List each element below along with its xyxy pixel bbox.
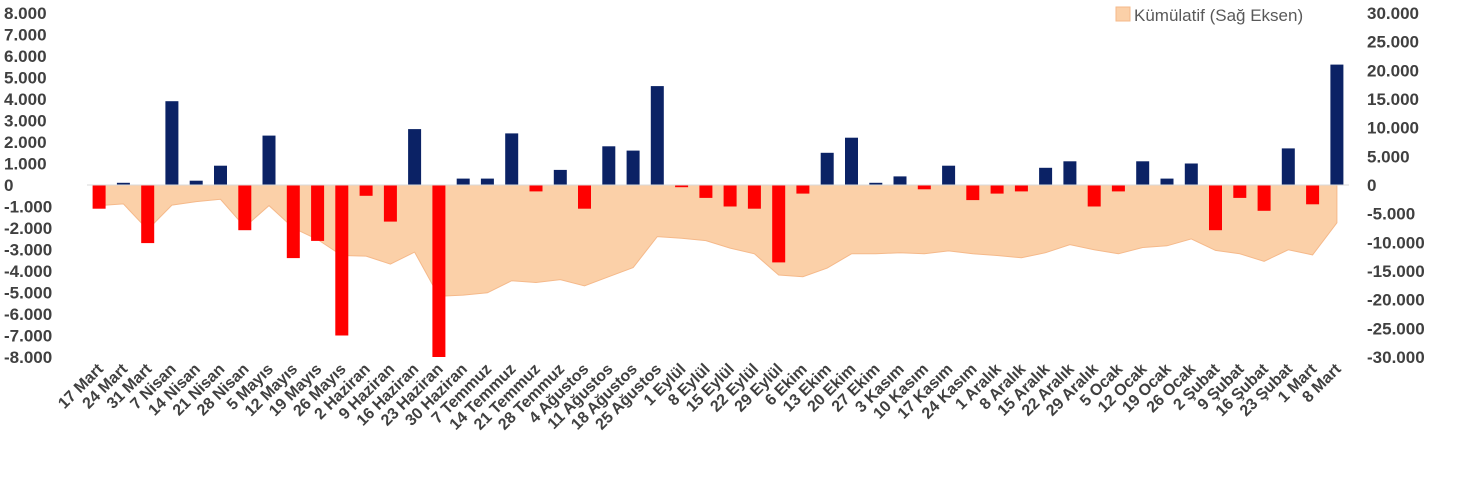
bar-36 — [942, 165, 956, 185]
left-tick-label: -3.000 — [4, 241, 52, 260]
left-tick-label: 2.000 — [4, 133, 47, 152]
bar-11 — [335, 185, 349, 336]
bar-50 — [1281, 148, 1295, 185]
bar-12 — [359, 185, 373, 196]
left-tick-label: 0 — [4, 176, 13, 195]
right-tick-label: -10.000 — [1367, 233, 1425, 252]
bar-4 — [165, 101, 179, 185]
bar-26 — [699, 185, 713, 198]
right-tick-label: 10.000 — [1367, 119, 1419, 138]
bar-28 — [747, 185, 761, 209]
bar-45 — [1160, 178, 1174, 185]
right-axis: 30.000 25.000 20.000 15.000 10.000 5.000 0 -5.0… — [1367, 4, 1425, 367]
bar-17 — [480, 178, 494, 185]
bar-21 — [578, 185, 591, 209]
right-tick-label: 15.000 — [1367, 90, 1419, 109]
cumulative-area-layer — [98, 184, 1338, 297]
bar-30 — [796, 185, 810, 194]
bar-39 — [1014, 185, 1028, 192]
weekly-bars-layer — [87, 64, 1349, 357]
right-tick-label: 5.000 — [1367, 147, 1410, 166]
legend-swatch — [1115, 6, 1131, 22]
bar-2 — [116, 182, 130, 185]
bar-5 — [189, 180, 203, 185]
left-tick-label: 6.000 — [4, 47, 47, 66]
legend-label: Kümülatif (Sağ Eksen) — [1134, 6, 1303, 25]
bar-1 — [92, 185, 106, 209]
bar-3 — [141, 185, 155, 244]
bar-44 — [1136, 161, 1150, 185]
bar-25 — [675, 185, 689, 188]
left-axis: 8.000 7.000 6.000 5.000 4.000 3.000 2.000 1.000… — [4, 4, 52, 367]
left-tick-label: -8.000 — [4, 348, 52, 367]
bar-15 — [432, 185, 446, 357]
bar-10 — [311, 185, 325, 241]
bar-43 — [1111, 185, 1125, 192]
bar-18 — [505, 133, 519, 185]
right-tick-label: -5.000 — [1367, 205, 1415, 224]
bar-46 — [1184, 163, 1198, 185]
left-tick-label: -1.000 — [4, 198, 52, 217]
bar-22 — [602, 146, 616, 185]
right-tick-label: 20.000 — [1367, 61, 1419, 80]
cumulative-area — [98, 184, 1338, 297]
bar-13 — [383, 185, 397, 222]
left-tick-label: -4.000 — [4, 262, 52, 281]
bar-23 — [626, 150, 640, 185]
bar-48 — [1233, 185, 1247, 198]
bar-34 — [893, 176, 907, 185]
right-tick-label: 25.000 — [1367, 33, 1419, 52]
bar-51 — [1306, 185, 1320, 205]
bar-37 — [966, 185, 980, 201]
bar-19 — [529, 185, 543, 192]
left-tick-label: 7.000 — [4, 26, 47, 45]
bar-52 — [1330, 64, 1344, 185]
left-tick-label: 8.000 — [4, 4, 47, 23]
bar-8 — [262, 135, 276, 185]
bar-24 — [650, 86, 664, 185]
bar-31 — [820, 152, 834, 186]
bar-49 — [1257, 185, 1271, 211]
left-tick-label: 3.000 — [4, 112, 47, 131]
bar-27 — [723, 185, 737, 207]
bar-29 — [772, 185, 786, 263]
bar-6 — [214, 165, 227, 185]
right-tick-label: 0 — [1367, 176, 1376, 195]
right-tick-label: -20.000 — [1367, 291, 1425, 310]
bar-20 — [553, 169, 567, 185]
left-tick-label: 4.000 — [4, 90, 47, 109]
legend: Kümülatif (Sağ Eksen) — [1115, 6, 1303, 25]
bar-32 — [845, 137, 858, 185]
bar-47 — [1209, 185, 1222, 231]
right-tick-label: -30.000 — [1367, 348, 1425, 367]
bar-40 — [1039, 167, 1053, 185]
left-tick-label: 1.000 — [4, 155, 47, 174]
left-tick-label: 5.000 — [4, 69, 47, 88]
bar-14 — [408, 129, 422, 185]
bar-35 — [917, 185, 931, 190]
right-tick-label: -15.000 — [1367, 262, 1425, 281]
left-tick-label: -7.000 — [4, 327, 52, 346]
left-tick-label: -6.000 — [4, 305, 52, 324]
right-tick-label: 30.000 — [1367, 4, 1419, 23]
bar-42 — [1087, 185, 1101, 207]
bar-16 — [456, 178, 470, 185]
left-tick-label: -5.000 — [4, 284, 52, 303]
bar-33 — [869, 182, 883, 185]
bar-41 — [1063, 161, 1077, 185]
bar-9 — [286, 185, 300, 259]
bar-38 — [990, 185, 1004, 194]
right-tick-label: -25.000 — [1367, 319, 1425, 338]
left-tick-label: -2.000 — [4, 219, 52, 238]
bar-7 — [238, 185, 252, 231]
